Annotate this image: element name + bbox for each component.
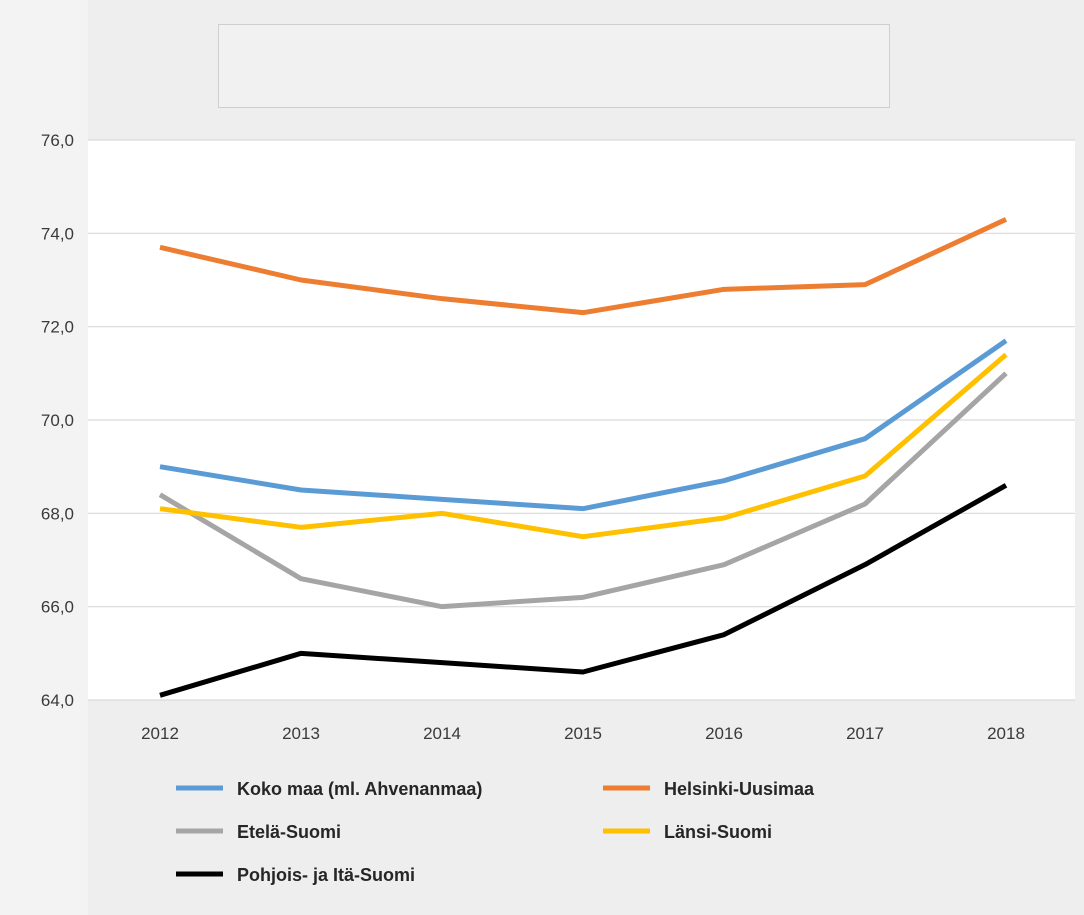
x-tick-label: 2012 (141, 724, 179, 743)
gridlines (88, 139, 1075, 701)
legend: Koko maa (ml. Ahvenanmaa) Helsinki-Uusima… (176, 779, 815, 885)
x-tick-label: 2013 (282, 724, 320, 743)
series-line-5 (159, 483, 1008, 698)
y-tick-label: 70,0 (41, 411, 74, 430)
legend-label: Helsinki-Uusimaa (664, 779, 815, 799)
x-axis-ticks: 2012 2013 2014 2015 2016 2017 2018 (141, 724, 1025, 743)
y-tick-label: 66,0 (41, 598, 74, 617)
x-tick-label: 2017 (846, 724, 884, 743)
x-tick-label: 2016 (705, 724, 743, 743)
y-axis-ticks: 64,0 66,0 68,0 70,0 72,0 74,0 76,0 (41, 131, 74, 710)
y-tick-label: 76,0 (41, 131, 74, 150)
y-tick-label: 72,0 (41, 318, 74, 337)
legend-label: Länsi-Suomi (664, 822, 772, 842)
y-tick-label: 68,0 (41, 504, 74, 523)
series-line-1 (159, 338, 1008, 512)
series-lines (158, 217, 1008, 698)
x-tick-label: 2018 (987, 724, 1025, 743)
title-box (218, 24, 890, 108)
legend-label: Pohjois- ja Itä-Suomi (237, 865, 415, 885)
y-tick-label: 64,0 (41, 691, 74, 710)
x-tick-label: 2015 (564, 724, 602, 743)
legend-label: Etelä-Suomi (237, 822, 341, 842)
left-margin (0, 0, 88, 915)
x-tick-label: 2014 (423, 724, 461, 743)
legend-label: Koko maa (ml. Ahvenanmaa) (237, 779, 482, 799)
y-tick-label: 74,0 (41, 224, 74, 243)
